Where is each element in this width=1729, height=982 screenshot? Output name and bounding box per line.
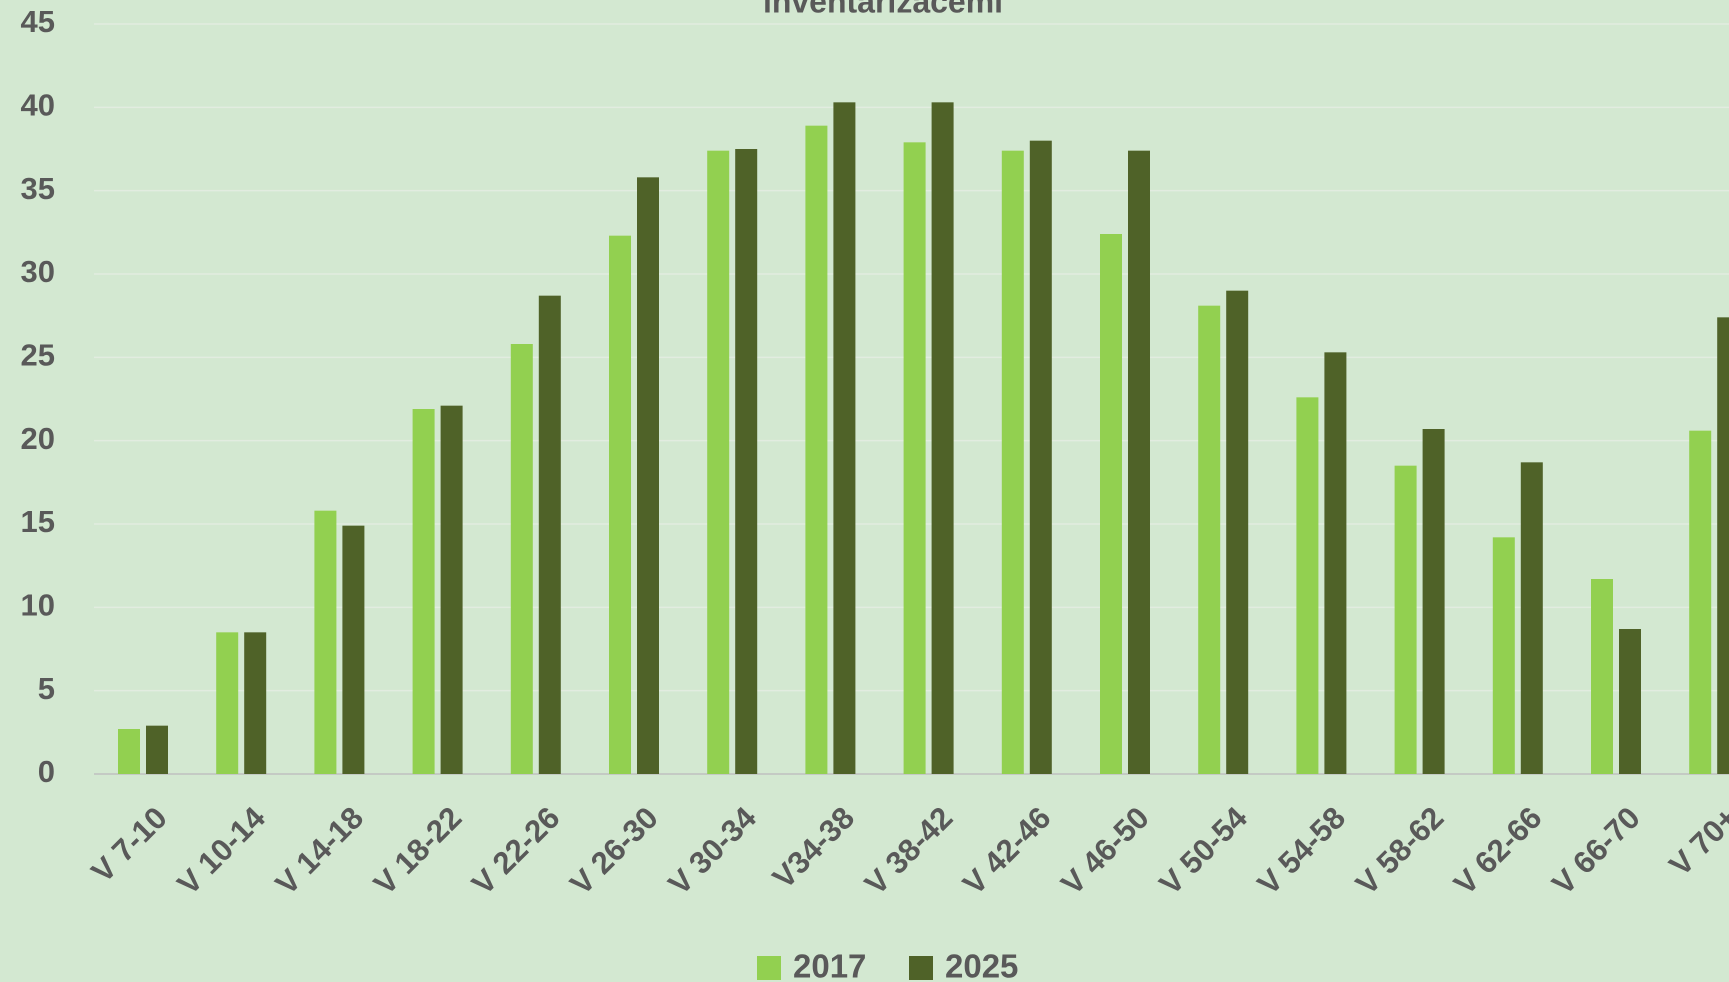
x-tick-label: V34-38 [766, 800, 861, 895]
bar [637, 177, 659, 774]
bar [904, 142, 926, 774]
y-tick-label: 0 [38, 754, 55, 789]
x-tick-label: V 14-18 [269, 800, 371, 902]
bar [1100, 234, 1122, 774]
bar [805, 126, 827, 774]
y-tick-label: 45 [21, 4, 55, 39]
x-tick-label: V 26-30 [563, 800, 665, 902]
bar [146, 726, 168, 774]
bar [1030, 141, 1052, 774]
y-tick-label: 40 [21, 88, 55, 123]
bar [216, 632, 238, 774]
y-tick-label: 15 [21, 504, 55, 539]
bar [1423, 429, 1445, 774]
x-tick-label: V 10-14 [170, 799, 272, 901]
bar [511, 344, 533, 774]
bar [707, 151, 729, 774]
x-tick-label: V 38-42 [858, 800, 960, 902]
x-tick-label: V 30-34 [661, 799, 763, 901]
bar [735, 149, 757, 774]
legend-label: 2017 [793, 948, 866, 982]
y-tick-label: 5 [38, 671, 55, 706]
x-tick-label: V 46-50 [1054, 800, 1156, 902]
bar [833, 102, 855, 774]
bar [1395, 466, 1417, 774]
bar [441, 406, 463, 774]
legend-swatch [909, 956, 933, 980]
y-tick-label: 30 [21, 254, 55, 289]
bar [244, 632, 266, 774]
x-tick-label: V 50-54 [1152, 799, 1254, 901]
x-tick-label: V 7-10 [84, 800, 173, 889]
chart: inventarizacemi 051015202530354045V 7-10… [0, 0, 1729, 982]
bar [1324, 352, 1346, 774]
bar [1296, 397, 1318, 774]
bar [1002, 151, 1024, 774]
chart-title: inventarizacemi [763, 0, 1003, 19]
bar [342, 526, 364, 774]
y-tick-label: 25 [21, 338, 55, 373]
x-tick-label: V 66-70 [1545, 800, 1647, 902]
bar [539, 296, 561, 774]
y-tick-label: 35 [21, 171, 55, 206]
bar [1689, 431, 1711, 774]
x-tick-label: V 58-62 [1349, 800, 1451, 902]
bar [1198, 306, 1220, 774]
bar [118, 729, 140, 774]
bar [1591, 579, 1613, 774]
x-tick-label: V 62-66 [1447, 800, 1549, 902]
bar [932, 102, 954, 774]
x-tick-label: V 70+ [1662, 800, 1729, 883]
bar [609, 236, 631, 774]
x-tick-label: V 42-46 [956, 800, 1058, 902]
y-tick-label: 20 [21, 421, 55, 456]
bar [1128, 151, 1150, 774]
x-tick-label: V 18-22 [367, 800, 469, 902]
bar [413, 409, 435, 774]
bar [1226, 291, 1248, 774]
x-tick-label: V 54-58 [1251, 800, 1353, 902]
legend-swatch [757, 956, 781, 980]
bar [314, 511, 336, 774]
bar [1521, 462, 1543, 774]
bar [1717, 317, 1729, 774]
legend-label: 2025 [945, 948, 1018, 982]
page: {"chart_data": {"type": "bar", "title": … [0, 0, 1729, 982]
bar [1493, 537, 1515, 774]
y-tick-label: 10 [21, 588, 55, 623]
x-tick-label: V 22-26 [465, 800, 567, 902]
bar [1619, 629, 1641, 774]
